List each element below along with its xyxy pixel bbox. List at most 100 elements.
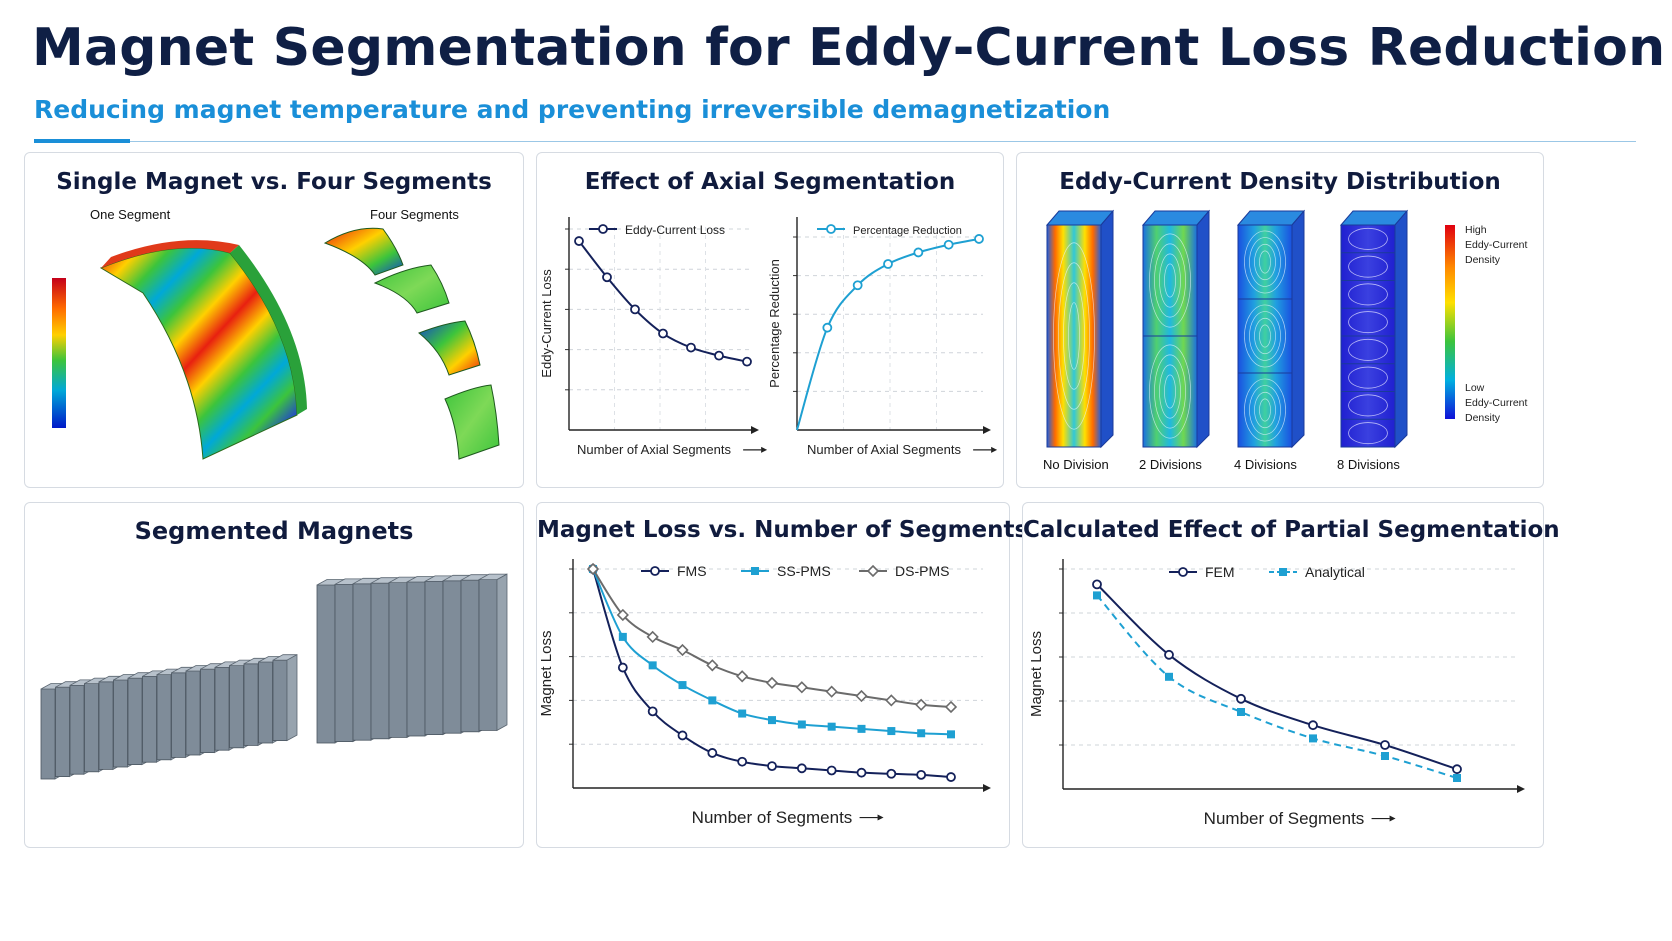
x-axis-arrow xyxy=(983,784,991,792)
legend-label: DS-PMS xyxy=(895,563,949,579)
y-axis-label: Eddy-Current Loss xyxy=(539,269,554,378)
data-point xyxy=(1237,708,1245,716)
magnet-slice xyxy=(272,654,298,742)
label-four-segments: Four Segments xyxy=(370,207,459,222)
header-divider xyxy=(34,141,1636,142)
color-scale-bar xyxy=(52,278,66,428)
x-label-arrowhead xyxy=(991,446,998,453)
density-label: 2 Divisions xyxy=(1139,457,1202,472)
data-point xyxy=(1164,649,1174,660)
y-axis-label: Magnet Loss xyxy=(1028,631,1045,717)
gridlines xyxy=(565,227,751,430)
data-point xyxy=(886,768,897,779)
label-one-segment: One Segment xyxy=(90,207,171,222)
legend: Percentage Reduction xyxy=(817,224,962,237)
data-point xyxy=(974,234,984,244)
series-line xyxy=(1096,594,1458,779)
data-point xyxy=(574,236,584,246)
data-point xyxy=(946,772,956,782)
data-point xyxy=(1309,734,1317,743)
legend-marker xyxy=(751,567,759,575)
legend-marker xyxy=(1178,567,1188,577)
data-point xyxy=(943,239,954,250)
gridlines xyxy=(793,227,983,430)
data-point xyxy=(944,700,958,714)
density-label: 4 Divisions xyxy=(1234,457,1297,472)
data-point xyxy=(1380,740,1390,750)
x-axis-arrow xyxy=(1517,785,1525,793)
density-block: 8 Divisions xyxy=(1337,209,1409,472)
data-point xyxy=(738,709,747,718)
legend: Eddy-Current Loss xyxy=(589,223,725,237)
data-point xyxy=(885,694,898,707)
gridlines xyxy=(1059,568,1517,746)
data-point xyxy=(678,681,687,690)
data-point xyxy=(826,765,837,776)
y-axis-label: Magnet Loss xyxy=(538,631,555,717)
density-block: No Division xyxy=(1043,209,1115,472)
series-percentage-reduction xyxy=(796,234,984,431)
series-analytical xyxy=(1093,591,1461,782)
legend-label: SS-PMS xyxy=(777,563,831,579)
panel-title-segmented: Segmented Magnets xyxy=(134,517,414,545)
magnet-slice xyxy=(478,573,508,732)
legend-label: Percentage Reduction xyxy=(853,225,962,237)
panel-title-density: Eddy-Current Density Distribution xyxy=(1059,169,1501,195)
data-point xyxy=(887,727,896,736)
chart-magnet-loss: Magnet Loss Number of Segments FMS SS-PMS DS… xyxy=(538,559,991,827)
data-point xyxy=(706,659,719,672)
data-point xyxy=(947,730,955,739)
x-axis-label: Number of Segments xyxy=(692,808,853,827)
legend-label: Eddy-Current Loss xyxy=(625,223,725,237)
data-point xyxy=(646,630,659,644)
page-subtitle: Reducing magnet temperature and preventi… xyxy=(34,95,1111,124)
data-point xyxy=(737,756,748,767)
data-point xyxy=(916,769,927,780)
data-point xyxy=(647,706,658,717)
series-line xyxy=(592,568,952,736)
data-point xyxy=(915,698,928,711)
density-illustration: High Eddy-Current Density Low Eddy-Current D… xyxy=(1043,209,1528,472)
data-point xyxy=(686,342,696,353)
legend-marker xyxy=(866,564,880,578)
legend-marker xyxy=(1279,568,1287,576)
x-axis-label: Number of Segments xyxy=(1204,809,1365,828)
x-axis-label: Number of Axial Segments xyxy=(577,442,731,457)
legend-marker xyxy=(650,566,660,576)
legend: FMS SS-PMS DS-PMS xyxy=(641,563,949,579)
data-point xyxy=(616,608,629,622)
data-point xyxy=(857,724,866,733)
data-point xyxy=(1165,672,1173,681)
data-point xyxy=(796,763,807,774)
data-point xyxy=(852,280,863,291)
data-point xyxy=(707,748,718,758)
panel-title-partial: Calculated Effect of Partial Segmentatio… xyxy=(1023,517,1560,543)
data-point xyxy=(736,670,749,683)
data-point xyxy=(827,722,836,731)
data-point xyxy=(825,685,838,698)
data-point xyxy=(822,322,833,333)
panel-title-magnet-loss: Magnet Loss vs. Number of Segments xyxy=(537,517,1029,543)
legend-marker xyxy=(826,224,836,234)
data-point xyxy=(618,632,627,641)
density-label: 8 Divisions xyxy=(1337,457,1400,472)
x-axis-arrow xyxy=(983,426,991,434)
legend-label: FEM xyxy=(1205,564,1235,580)
data-point xyxy=(1381,752,1389,760)
chart-partial-segmentation: Magnet Loss Number of Segments FEM Analytic… xyxy=(1028,559,1525,828)
legend-label: Analytical xyxy=(1305,564,1365,580)
x-label-arrowhead xyxy=(1389,815,1396,822)
density-block: 4 Divisions xyxy=(1234,209,1306,472)
panel-title-single-vs-four: Single Magnet vs. Four Segments xyxy=(56,169,492,195)
data-point xyxy=(586,562,600,576)
series-ds-pms xyxy=(586,562,958,714)
legend-label: FMS xyxy=(677,563,707,579)
data-point xyxy=(648,661,657,670)
data-point xyxy=(883,259,893,269)
x-label-arrowhead xyxy=(761,446,768,453)
series-fms xyxy=(588,564,956,782)
x-label-arrowhead xyxy=(877,814,884,821)
panel-partial-segmentation: Calculated Effect of Partial Segmentatio… xyxy=(1022,502,1560,848)
series-line xyxy=(578,240,748,363)
data-point xyxy=(714,350,724,361)
